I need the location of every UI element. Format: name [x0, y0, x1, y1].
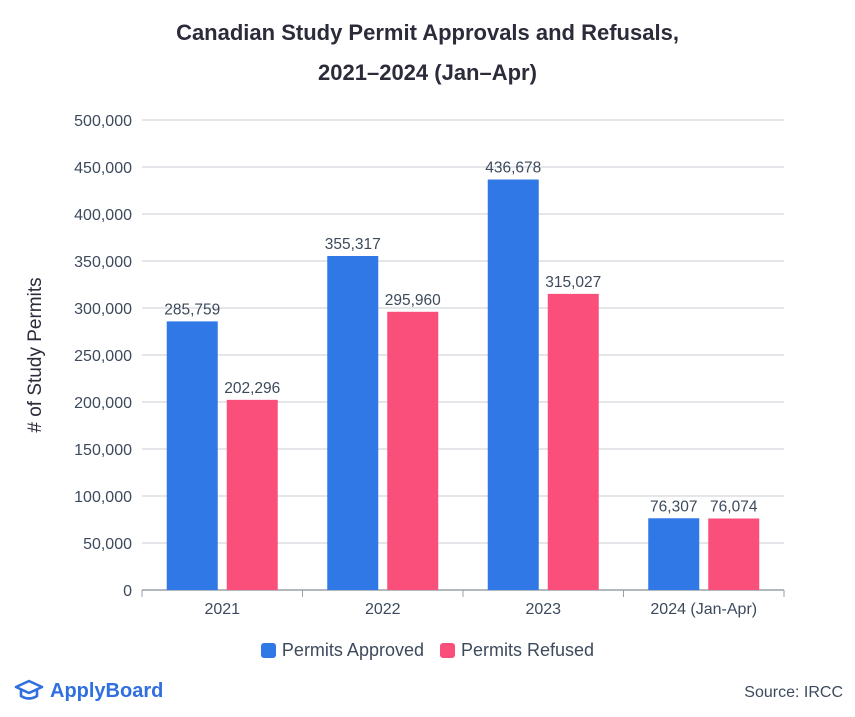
legend-item-refused: Permits Refused	[440, 640, 594, 661]
y-tick-label: 150,000	[74, 442, 132, 459]
legend-swatch-refused	[440, 643, 455, 658]
bar-approved	[327, 256, 379, 590]
bar-refused	[226, 399, 278, 590]
source-note: Source: IRCC	[744, 684, 843, 701]
legend-swatch-approved	[260, 643, 276, 658]
y-tick-label: 0	[123, 583, 132, 600]
brand-logo: ApplyBoard	[14, 678, 163, 704]
data-label: 285,759	[164, 301, 220, 318]
legend: Permits Approved Permits Refused	[0, 640, 855, 661]
bar-refused	[387, 311, 439, 590]
legend-label-refused: Permits Refused	[461, 640, 595, 660]
x-tick-label: 2021	[204, 601, 240, 618]
y-tick-label: 200,000	[74, 395, 132, 412]
y-tick-label: 50,000	[83, 536, 132, 553]
x-tick-label: 2023	[525, 601, 561, 618]
bar-approved	[487, 179, 539, 590]
chart-title-line-2: 2021–2024 (Jan–Apr)	[318, 60, 537, 85]
y-tick-label: 450,000	[74, 160, 132, 177]
legend-item-approved: Permits Approved	[260, 640, 424, 661]
data-label: 315,027	[545, 274, 601, 291]
y-tick-label: 400,000	[74, 207, 132, 224]
data-label: 355,317	[325, 236, 381, 253]
data-label: 436,678	[485, 160, 541, 177]
bar-refused	[547, 293, 599, 590]
bar-approved	[166, 321, 218, 590]
x-tick-label: 2024 (Jan-Apr)	[650, 601, 757, 618]
y-tick-label: 300,000	[74, 301, 132, 318]
brand-name: ApplyBoard	[50, 679, 164, 702]
y-tick-label: 350,000	[74, 254, 132, 271]
bar-refused	[708, 518, 760, 590]
y-axis-label: # of Study Permits	[25, 277, 46, 432]
bar-approved	[648, 518, 700, 590]
bar-chart: 0 50,000 100,000 150,000 200,000 250,000 300,0…	[25, 113, 785, 618]
y-tick-label: 100,000	[74, 489, 132, 506]
chart-title-line-1: Canadian Study Permit Approvals and Refu…	[176, 20, 679, 45]
legend-label-approved: Permits Approved	[281, 640, 424, 660]
data-label: 295,960	[385, 292, 441, 309]
data-label: 76,307	[650, 498, 697, 515]
x-tick-label: 2022	[365, 601, 401, 618]
y-tick-label: 250,000	[74, 348, 132, 365]
graduation-cap-icon	[14, 679, 44, 700]
data-label: 202,296	[224, 380, 280, 397]
data-label: 76,074	[710, 498, 758, 515]
y-tick-label: 500,000	[74, 113, 132, 130]
